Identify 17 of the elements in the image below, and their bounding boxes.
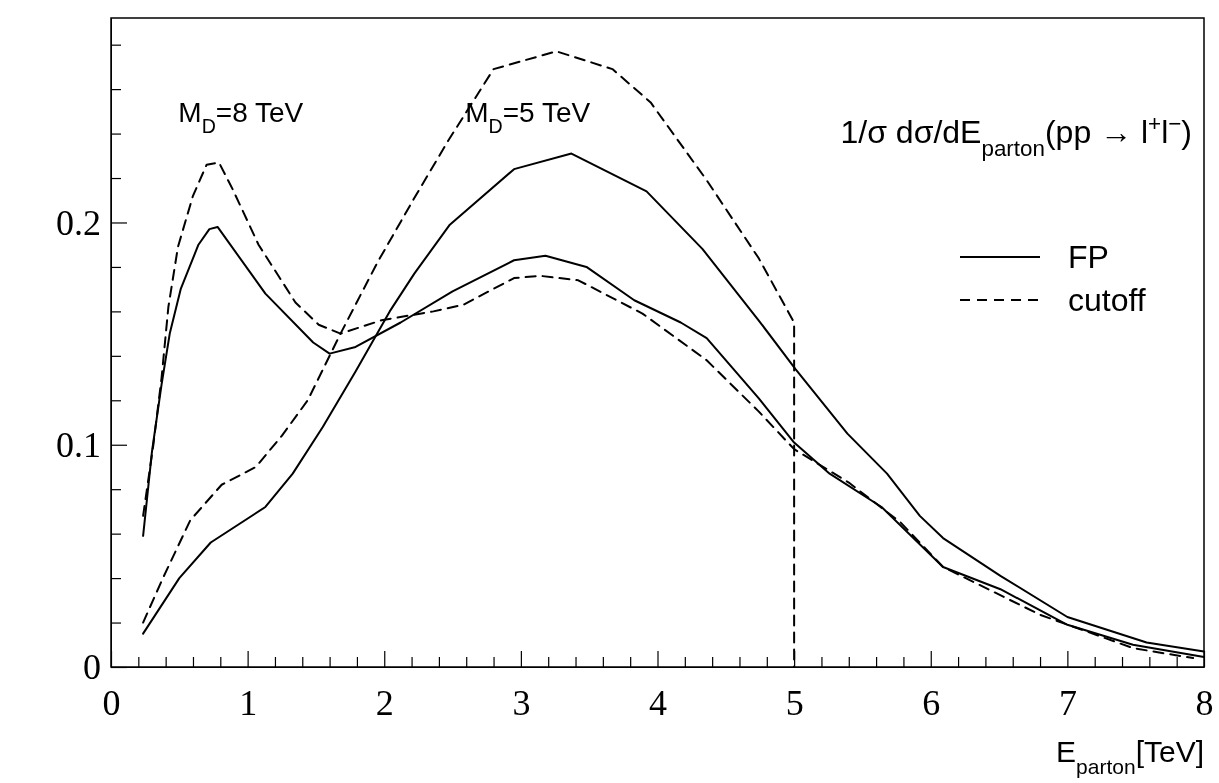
x-axis-title: E$_{parton}$[TeV]	[1056, 735, 1204, 778]
x-tick-label: 4	[649, 682, 667, 723]
annotation: M$_{D}$=5 TeV	[465, 97, 591, 138]
y-tick-label: 0	[83, 647, 101, 688]
x-tick-label: 8	[1195, 682, 1214, 723]
x-tick-label: 7	[1058, 682, 1077, 723]
y-tick-label: 0.1	[56, 424, 101, 465]
legend-label: cutoff	[1068, 282, 1146, 318]
annotation: M$_{D}$=8 TeV	[178, 97, 304, 138]
x-tick-label: 6	[922, 682, 941, 723]
text: 1/σ dσ/dE$_{parton}$(pp → l$^{+}$l$^{−}$)	[840, 110, 1192, 161]
x-tick-label: 5	[785, 682, 804, 723]
x-tick-label: 1	[239, 682, 258, 723]
x-tick-label: 3	[512, 682, 531, 723]
x-tick-label: 2	[375, 682, 394, 723]
legend-label: FP	[1068, 239, 1109, 275]
y-tick-label: 0.2	[56, 202, 101, 243]
